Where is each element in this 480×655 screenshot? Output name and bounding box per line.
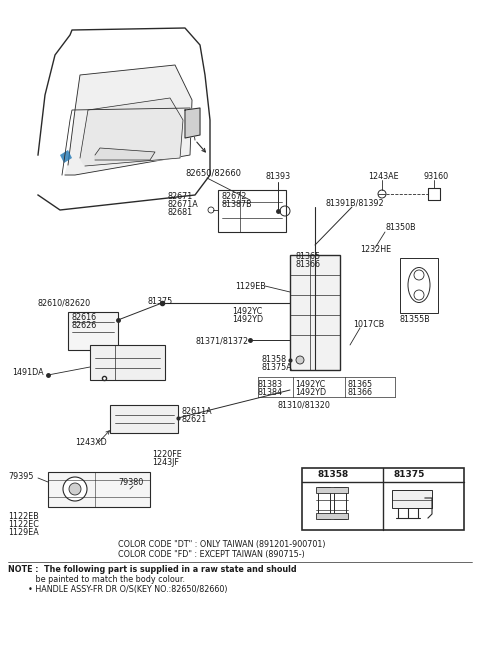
Text: 79395: 79395 bbox=[8, 472, 34, 481]
Text: 1243XD: 1243XD bbox=[75, 438, 107, 447]
Text: 82611A: 82611A bbox=[182, 407, 213, 416]
Text: 82671A: 82671A bbox=[168, 200, 199, 209]
Text: 81350B: 81350B bbox=[385, 223, 416, 232]
Text: 82650/82660: 82650/82660 bbox=[185, 168, 241, 177]
Circle shape bbox=[69, 483, 81, 495]
Text: be painted to match the body colour.: be painted to match the body colour. bbox=[8, 575, 185, 584]
Text: 81366: 81366 bbox=[295, 260, 320, 269]
Text: 82626: 82626 bbox=[72, 321, 97, 330]
Bar bbox=[110, 405, 178, 433]
Bar bbox=[318, 487, 330, 519]
Bar bbox=[302, 468, 464, 530]
Text: 81375A: 81375A bbox=[262, 363, 293, 372]
Text: 81393: 81393 bbox=[265, 172, 290, 181]
Text: 81365: 81365 bbox=[295, 252, 320, 261]
Text: 82621: 82621 bbox=[182, 415, 207, 424]
Text: 81387B: 81387B bbox=[221, 200, 252, 209]
Text: 1122EC: 1122EC bbox=[8, 520, 39, 529]
Text: 1492YD: 1492YD bbox=[232, 315, 263, 324]
Bar bbox=[316, 513, 348, 519]
Bar bbox=[218, 190, 286, 232]
Bar bbox=[400, 258, 438, 313]
Text: 81371/81372: 81371/81372 bbox=[195, 337, 248, 346]
Text: 81375: 81375 bbox=[393, 470, 424, 479]
Text: 1492YC: 1492YC bbox=[295, 380, 325, 389]
Text: 1129EA: 1129EA bbox=[8, 528, 39, 537]
Text: 81383: 81383 bbox=[258, 380, 283, 389]
Bar bbox=[68, 312, 118, 350]
Bar bbox=[316, 487, 348, 493]
Text: 1122EB: 1122EB bbox=[8, 512, 39, 521]
Text: 82681: 82681 bbox=[168, 208, 193, 217]
Circle shape bbox=[63, 477, 87, 501]
Text: 81365: 81365 bbox=[347, 380, 372, 389]
Text: • HANDLE ASSY-FR DR O/S(KEY NO.:82650/82660): • HANDLE ASSY-FR DR O/S(KEY NO.:82650/82… bbox=[8, 585, 228, 594]
Bar bbox=[290, 255, 340, 370]
Bar bbox=[334, 487, 346, 519]
Bar bbox=[90, 345, 165, 380]
Circle shape bbox=[296, 356, 304, 364]
Polygon shape bbox=[60, 150, 72, 163]
Text: 1243AE: 1243AE bbox=[368, 172, 398, 181]
Text: 1017CB: 1017CB bbox=[353, 320, 384, 329]
Text: 81358: 81358 bbox=[318, 470, 349, 479]
Bar bbox=[392, 490, 432, 508]
Text: 81391B/81392: 81391B/81392 bbox=[325, 198, 384, 207]
Text: 82672: 82672 bbox=[221, 192, 246, 201]
Text: 82616: 82616 bbox=[72, 313, 97, 322]
Text: 1243JF: 1243JF bbox=[152, 458, 179, 467]
Text: 1129EB: 1129EB bbox=[235, 282, 266, 291]
Text: 79380: 79380 bbox=[118, 478, 143, 487]
Polygon shape bbox=[185, 108, 200, 138]
Text: 81366: 81366 bbox=[347, 388, 372, 397]
Text: 81384: 81384 bbox=[258, 388, 283, 397]
Text: 1220FE: 1220FE bbox=[152, 450, 182, 459]
Polygon shape bbox=[80, 98, 183, 166]
Text: 1232HE: 1232HE bbox=[360, 245, 391, 254]
Polygon shape bbox=[65, 65, 192, 175]
Text: 81375: 81375 bbox=[148, 297, 173, 306]
Text: 81310/81320: 81310/81320 bbox=[277, 400, 330, 409]
Text: 1491DA: 1491DA bbox=[12, 368, 44, 377]
Text: 81355B: 81355B bbox=[400, 315, 431, 324]
Text: NOTE :  The following part is supplied in a raw state and should: NOTE : The following part is supplied in… bbox=[8, 565, 297, 574]
Polygon shape bbox=[38, 28, 210, 210]
Text: 82610/82620: 82610/82620 bbox=[38, 298, 91, 307]
Text: COLOR CODE "DT" : ONLY TAIWAN (891201-900701): COLOR CODE "DT" : ONLY TAIWAN (891201-90… bbox=[118, 540, 325, 549]
Text: 93160: 93160 bbox=[424, 172, 449, 181]
Text: COLOR CODE "FD" : EXCEPT TAIWAN (890715-): COLOR CODE "FD" : EXCEPT TAIWAN (890715-… bbox=[118, 550, 305, 559]
Text: 81358: 81358 bbox=[262, 355, 287, 364]
Text: 82671: 82671 bbox=[168, 192, 193, 201]
Text: 1492YC: 1492YC bbox=[232, 307, 262, 316]
Text: 1492YD: 1492YD bbox=[295, 388, 326, 397]
Polygon shape bbox=[95, 148, 155, 160]
Bar bbox=[48, 472, 150, 507]
